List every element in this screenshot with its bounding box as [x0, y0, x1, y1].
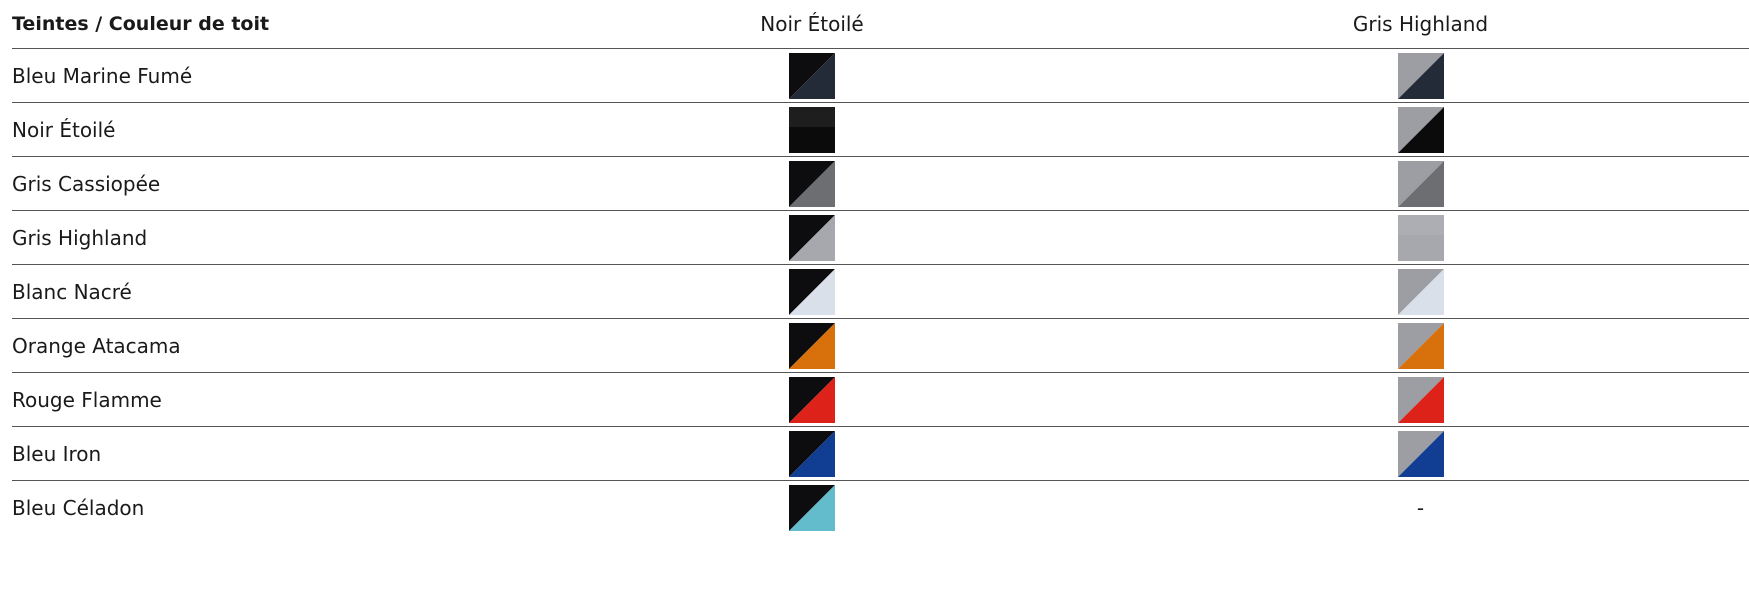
cell-roof-noir — [532, 485, 1092, 531]
table-row: Blanc Nacré — [12, 265, 1749, 319]
not-available-dash: - — [1416, 496, 1425, 520]
table-row: Orange Atacama — [12, 319, 1749, 373]
tint-label: Bleu Iron — [12, 441, 102, 466]
swatch-body — [789, 322, 835, 369]
tint-label: Blanc Nacré — [12, 279, 132, 304]
tint-label: Gris Cassiopée — [12, 171, 161, 196]
gris-swatch-combo — [1397, 106, 1444, 153]
table-row: Gris Highland — [12, 211, 1749, 265]
swatch-body — [789, 160, 835, 207]
header-tints: Teintes / Couleur de toit — [12, 13, 270, 35]
swatch-body — [1397, 52, 1444, 99]
swatch-body — [789, 485, 835, 531]
cell-roof-gris — [1092, 106, 1749, 153]
cell-roof-gris — [1092, 214, 1749, 261]
cell-roof-gris — [1092, 160, 1749, 207]
noir-swatch-combo — [789, 52, 835, 99]
gris-swatch-combo — [1397, 52, 1444, 99]
noir-swatch-combo — [789, 322, 835, 369]
noir-swatch-combo — [789, 214, 835, 261]
swatch-body — [1397, 376, 1444, 423]
gris-swatch-combo — [1397, 376, 1444, 423]
tint-label: Gris Highland — [12, 225, 148, 250]
noir-swatch-combo — [789, 268, 835, 315]
gris-swatch-combo — [1397, 322, 1444, 369]
table-row: Noir Étoilé — [12, 103, 1749, 157]
noir-swatch-combo — [789, 160, 835, 207]
tint-label: Orange Atacama — [12, 333, 181, 358]
cell-roof-gris — [1092, 322, 1749, 369]
swatch-body — [789, 214, 835, 261]
gris-swatch-solid — [1397, 214, 1444, 261]
tint-label: Bleu Marine Fumé — [12, 63, 193, 88]
cell-roof-gris — [1092, 268, 1749, 315]
noir-swatch-solid — [789, 106, 835, 153]
swatch-sheen — [789, 106, 835, 127]
table-row: Bleu Marine Fumé — [12, 49, 1749, 103]
swatch-body — [789, 268, 835, 315]
cell-roof-noir — [532, 52, 1092, 99]
swatch-body — [1397, 268, 1444, 315]
swatch-body — [1397, 430, 1444, 477]
tint-label: Rouge Flamme — [12, 387, 162, 412]
swatch-sheen — [1397, 214, 1444, 235]
cell-roof-gris — [1092, 376, 1749, 423]
swatch-body — [789, 430, 835, 477]
cell-roof-gris — [1092, 430, 1749, 477]
gris-swatch-combo — [1397, 268, 1444, 315]
cell-roof-noir — [532, 322, 1092, 369]
header-roof-noir: Noir Étoilé — [760, 12, 864, 36]
cell-roof-noir — [532, 214, 1092, 261]
gris-swatch-combo — [1397, 430, 1444, 477]
cell-roof-noir — [532, 106, 1092, 153]
cell-roof-noir — [532, 430, 1092, 477]
gris-swatch-combo — [1397, 160, 1444, 207]
table-row: Bleu Iron — [12, 427, 1749, 481]
table-row: Rouge Flamme — [12, 373, 1749, 427]
table-row: Gris Cassiopée — [12, 157, 1749, 211]
swatch-body — [789, 376, 835, 423]
header-roof-gris: Gris Highland — [1352, 12, 1489, 36]
table-header: Teintes / Couleur de toit Noir Étoilé Gr… — [12, 0, 1749, 49]
tint-label: Bleu Céladon — [12, 496, 145, 520]
color-table: Teintes / Couleur de toit Noir Étoilé Gr… — [12, 0, 1749, 535]
cell-roof-gris — [1092, 52, 1749, 99]
noir-swatch-combo — [789, 485, 835, 531]
noir-swatch-combo — [789, 430, 835, 477]
table-row: Bleu Céladon - — [12, 481, 1749, 535]
tint-label: Noir Étoilé — [12, 117, 116, 142]
swatch-body — [789, 106, 835, 153]
swatch-body — [1397, 160, 1444, 207]
cell-roof-gris: - — [1092, 496, 1749, 520]
swatch-body — [1397, 214, 1444, 261]
cell-roof-noir — [532, 268, 1092, 315]
cell-roof-noir — [532, 376, 1092, 423]
cell-roof-noir — [532, 160, 1092, 207]
noir-swatch-combo — [789, 376, 835, 423]
swatch-body — [1397, 106, 1444, 153]
swatch-body — [1397, 322, 1444, 369]
swatch-body — [789, 52, 835, 99]
